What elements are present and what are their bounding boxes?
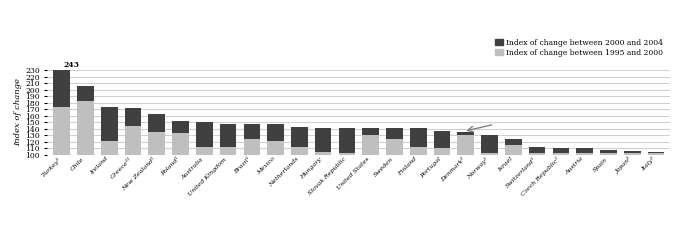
Bar xyxy=(552,153,569,155)
Bar xyxy=(362,128,379,136)
Bar xyxy=(148,114,165,132)
Bar xyxy=(172,134,189,155)
Bar xyxy=(77,101,93,155)
Bar xyxy=(291,146,308,155)
Bar xyxy=(624,153,640,155)
Bar xyxy=(529,153,546,155)
Bar xyxy=(505,145,522,155)
Bar xyxy=(101,140,118,155)
Bar xyxy=(220,124,236,146)
Bar xyxy=(244,124,260,139)
Bar xyxy=(648,152,664,153)
Bar xyxy=(386,128,403,139)
Bar xyxy=(172,121,189,134)
Bar xyxy=(434,148,450,155)
Bar xyxy=(196,146,213,155)
Bar xyxy=(529,146,546,153)
Bar xyxy=(386,139,403,155)
Bar xyxy=(53,107,70,155)
Y-axis label: Index of change: Index of change xyxy=(14,78,22,146)
Bar xyxy=(410,128,427,146)
Legend: Index of change between 2000 and 2004, Index of change between 1995 and 2000: Index of change between 2000 and 2004, I… xyxy=(492,36,666,60)
Text: 243: 243 xyxy=(64,61,80,69)
Bar xyxy=(600,153,617,155)
Bar xyxy=(77,86,93,101)
Bar xyxy=(600,150,617,153)
Bar xyxy=(196,122,213,146)
Bar xyxy=(338,153,355,155)
Bar xyxy=(552,148,569,153)
Bar xyxy=(458,136,474,155)
Bar xyxy=(481,153,498,155)
Bar xyxy=(148,132,165,155)
Bar xyxy=(458,132,474,136)
Bar xyxy=(101,106,118,140)
Bar xyxy=(53,62,70,107)
Bar xyxy=(291,127,308,146)
Bar xyxy=(648,153,664,155)
Bar xyxy=(315,128,332,152)
Bar xyxy=(481,136,498,153)
Bar xyxy=(244,139,260,155)
Bar xyxy=(576,153,593,155)
Bar xyxy=(125,108,141,126)
Bar xyxy=(267,140,284,155)
Bar xyxy=(315,152,332,155)
Bar xyxy=(267,124,284,140)
Bar xyxy=(505,139,522,145)
Bar xyxy=(125,126,141,155)
Bar xyxy=(576,148,593,153)
Bar xyxy=(434,131,450,148)
Bar xyxy=(362,136,379,155)
Bar xyxy=(624,151,640,153)
Bar xyxy=(220,146,236,155)
Bar xyxy=(338,128,355,153)
Bar xyxy=(410,146,427,155)
